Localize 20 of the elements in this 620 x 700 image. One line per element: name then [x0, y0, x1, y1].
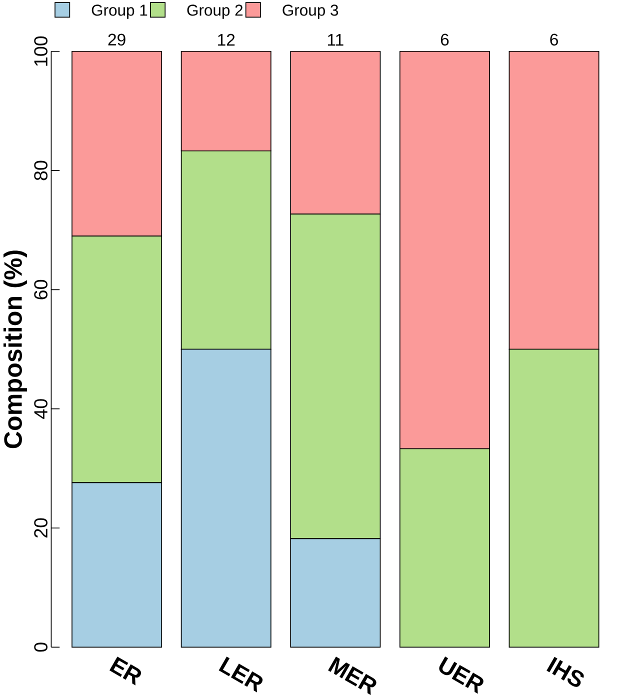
x-tick-label: MER: [328, 656, 377, 695]
annotation: 29: [108, 34, 126, 46]
y-tick-label: 60: [34, 280, 48, 300]
legend-label: Group 3: [282, 4, 338, 19]
legend-label: Group 1: [92, 4, 148, 19]
y-tick-label: 100: [34, 36, 48, 66]
annotation: 6: [550, 34, 558, 46]
y-axis-title: Composition (%): [4, 250, 28, 448]
y-tick-label: 0: [34, 642, 48, 652]
x-tick-label: ER: [110, 656, 142, 686]
x-tick-label: LER: [218, 656, 263, 692]
x-tick-label: UER: [439, 656, 484, 694]
y-tick-label: 20: [34, 518, 48, 538]
annotation: 6: [441, 34, 449, 46]
legend-label: Group 2: [187, 4, 243, 19]
y-tick-label: 80: [34, 160, 48, 180]
y-tick-label: 40: [34, 399, 48, 419]
annotation: 12: [218, 34, 235, 46]
x-tick-label: IHS: [546, 656, 584, 687]
annotation: 11: [328, 34, 344, 46]
